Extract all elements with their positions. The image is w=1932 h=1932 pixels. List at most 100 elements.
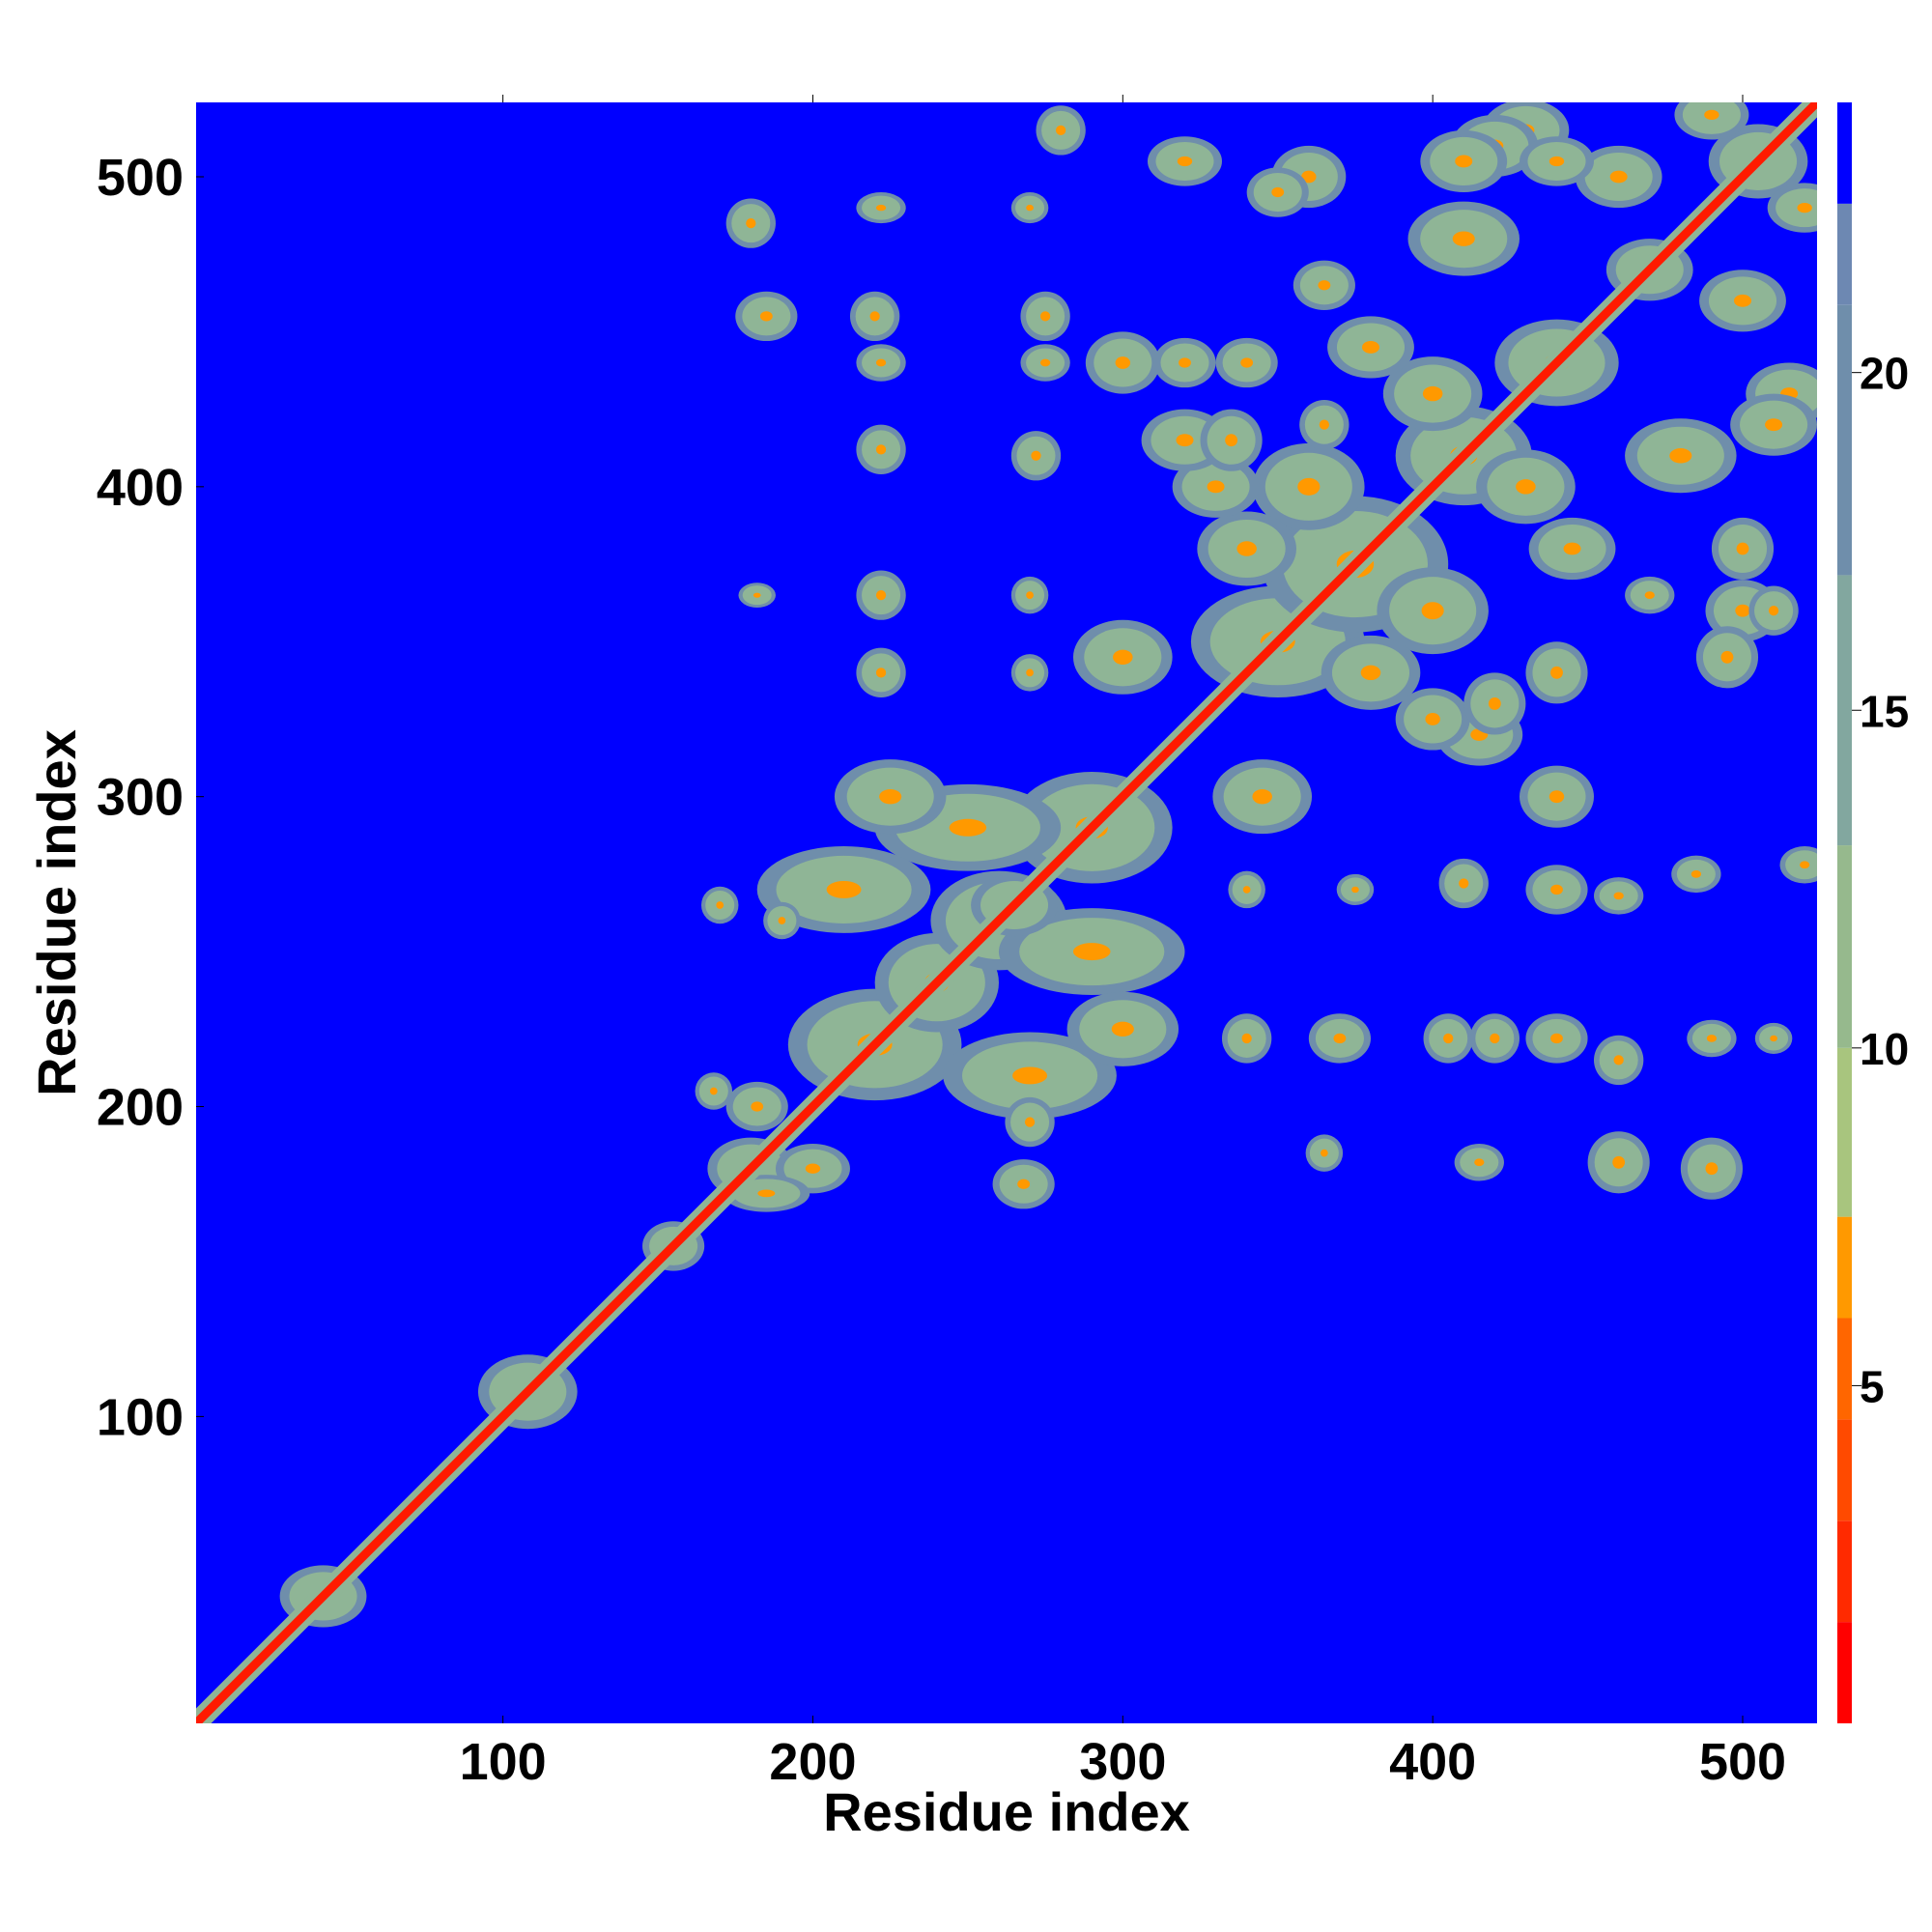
contact-blob bbox=[1020, 291, 1070, 342]
contact-blob bbox=[856, 424, 906, 475]
contact-blob bbox=[943, 1032, 1117, 1120]
contact-blob bbox=[1748, 585, 1799, 636]
contact-blob bbox=[1395, 688, 1470, 751]
contact-blob bbox=[1687, 1019, 1737, 1058]
contact-blob bbox=[1767, 183, 1817, 233]
contact-blob bbox=[1407, 201, 1520, 276]
contact-blob bbox=[1010, 431, 1062, 481]
contact-blob bbox=[725, 1081, 788, 1132]
colorbar-band bbox=[1837, 845, 1852, 1048]
colorbar-tick-label: 20 bbox=[1860, 349, 1909, 399]
contact-blob bbox=[1010, 192, 1049, 224]
contact-blob bbox=[992, 1159, 1055, 1209]
contact-blob bbox=[700, 886, 739, 924]
contact-blob bbox=[1525, 641, 1588, 704]
contact-blob bbox=[1215, 337, 1278, 388]
colorbar-band bbox=[1837, 1622, 1852, 1723]
contact-blob bbox=[1711, 517, 1775, 581]
contact-blob bbox=[1005, 1096, 1055, 1148]
y-tick-label: 500 bbox=[97, 149, 184, 207]
contact-blob bbox=[1299, 400, 1350, 450]
contact-blob bbox=[1593, 1035, 1644, 1086]
colorbar-tick-label: 15 bbox=[1860, 686, 1909, 736]
contact-blob bbox=[1382, 356, 1483, 432]
contact-blob bbox=[695, 1072, 733, 1110]
colorbar-band bbox=[1837, 1216, 1852, 1319]
colorbar-band bbox=[1837, 1520, 1852, 1623]
contact-blob bbox=[1066, 991, 1179, 1066]
contact-blob bbox=[834, 759, 947, 835]
contact-blob bbox=[1519, 136, 1594, 186]
heatmap-plot-area bbox=[196, 102, 1817, 1723]
contact-blob bbox=[1377, 567, 1489, 655]
contact-blob bbox=[1172, 455, 1260, 518]
contact-blob bbox=[1420, 129, 1508, 193]
colorbar-band bbox=[1837, 203, 1852, 305]
colorbar-tick-label: 10 bbox=[1860, 1024, 1909, 1074]
contact-blob bbox=[1525, 1013, 1588, 1064]
contact-blob bbox=[1305, 1134, 1344, 1172]
contact-blob bbox=[1699, 270, 1786, 332]
contact-blob bbox=[1587, 1131, 1650, 1194]
x-tick-label: 100 bbox=[460, 1733, 547, 1791]
contact-blob bbox=[1593, 877, 1644, 915]
contact-blob bbox=[1476, 449, 1576, 525]
contact-blob bbox=[1754, 1022, 1793, 1054]
contact-blob bbox=[1423, 1013, 1473, 1064]
contact-blob bbox=[1438, 858, 1489, 909]
colorbar: 5 10 15 20 bbox=[1837, 102, 1909, 1723]
colorbar-tick-label: 5 bbox=[1860, 1361, 1885, 1411]
contact-blob bbox=[1469, 1013, 1520, 1064]
contact-blob bbox=[1010, 654, 1049, 692]
y-tick-label: 100 bbox=[97, 1388, 184, 1446]
contact-blob bbox=[1680, 1137, 1743, 1200]
contact-blob bbox=[1212, 759, 1313, 835]
contact-blob bbox=[1020, 344, 1070, 382]
y-axis: 100 200 300 400 500 bbox=[97, 149, 204, 1446]
colorbar-band bbox=[1837, 575, 1852, 846]
y-tick-label: 400 bbox=[97, 459, 184, 517]
contact-blob bbox=[1695, 626, 1759, 689]
y-axis-label: Residue index bbox=[26, 729, 87, 1096]
contact-blob bbox=[1072, 619, 1173, 695]
contact-blob bbox=[1153, 337, 1216, 388]
x-tick-label: 300 bbox=[1079, 1733, 1166, 1791]
contact-blob bbox=[1010, 576, 1049, 614]
contact-blob bbox=[1336, 873, 1375, 905]
colorbar-band bbox=[1837, 1419, 1852, 1521]
y-tick-label: 300 bbox=[97, 769, 184, 827]
contact-blob bbox=[1625, 418, 1737, 494]
contact-blob bbox=[1221, 1013, 1272, 1064]
contact-blob bbox=[849, 291, 900, 342]
contact-blob bbox=[1519, 765, 1594, 828]
contact-blob bbox=[725, 198, 776, 248]
x-tick-label: 200 bbox=[769, 1733, 856, 1791]
colorbar-band bbox=[1837, 1318, 1852, 1420]
contact-blob bbox=[1147, 136, 1222, 186]
contact-blob bbox=[1779, 846, 1817, 884]
contact-blob bbox=[1036, 105, 1086, 156]
contact-blob bbox=[1671, 855, 1721, 894]
x-tick-label: 400 bbox=[1389, 1733, 1476, 1791]
contact-blob bbox=[856, 344, 906, 382]
contact-blob bbox=[1454, 1144, 1504, 1181]
colorbar-band bbox=[1837, 304, 1852, 576]
x-axis-label: Residue index bbox=[823, 1781, 1190, 1842]
contact-blob bbox=[1321, 635, 1421, 710]
x-axis: 100 200 300 400 500 bbox=[460, 95, 1786, 1791]
contact-blob bbox=[1327, 316, 1414, 379]
contact-blob bbox=[998, 908, 1185, 996]
contact-blob bbox=[763, 901, 801, 940]
contact-blob bbox=[1197, 511, 1296, 586]
contact-blob bbox=[856, 570, 906, 620]
contact-blob bbox=[1525, 865, 1588, 915]
contact-blob bbox=[1246, 167, 1309, 217]
contact-blob bbox=[1674, 102, 1749, 140]
colorbar-band bbox=[1837, 1047, 1852, 1217]
contact-blob bbox=[1730, 393, 1817, 456]
contact-blob bbox=[735, 291, 798, 342]
contact-blob bbox=[1625, 576, 1675, 614]
contact-blob bbox=[856, 647, 906, 698]
contact-blob bbox=[756, 846, 931, 933]
